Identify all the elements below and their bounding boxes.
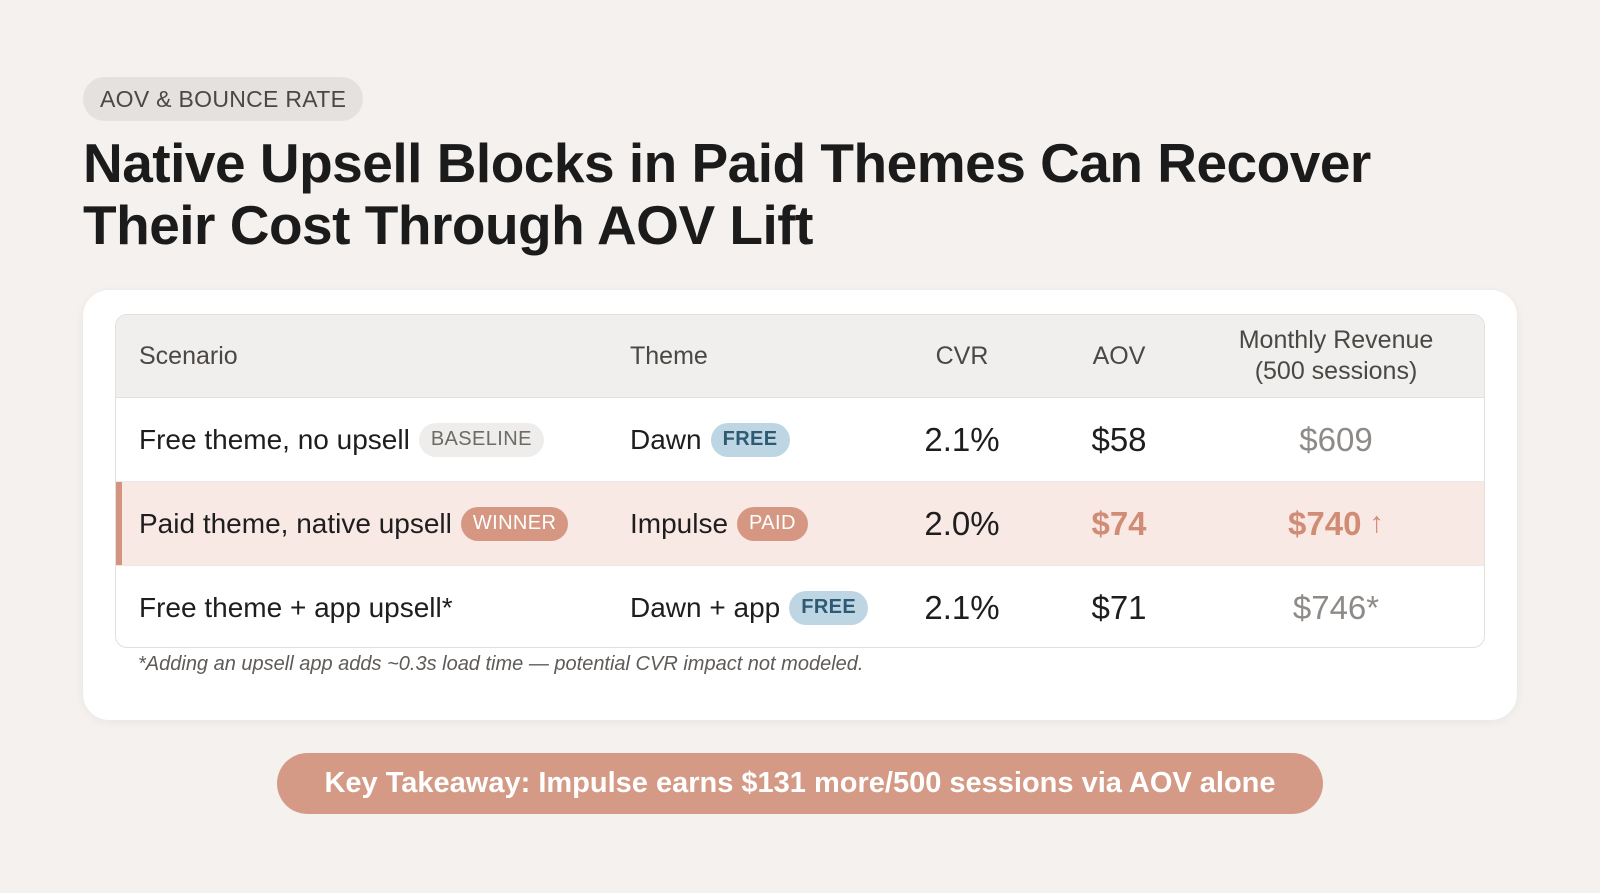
arrow-up-icon: ↑ [1369, 507, 1384, 539]
theme-cell: Dawn + app FREE [630, 566, 869, 647]
header-revenue: Monthly Revenue (500 sessions) [1239, 325, 1434, 387]
header-theme-cell: Theme [630, 315, 708, 397]
header-scenario-cell: Scenario [139, 315, 238, 397]
key-takeaway-banner: Key Takeaway: Impulse earns $131 more/50… [277, 753, 1323, 814]
scenario-label: Free theme, no upsell [139, 423, 410, 455]
theme-label: Dawn + app [630, 591, 781, 623]
aov-value: $58 [1091, 420, 1147, 458]
cvr-value: 2.1% [924, 588, 1000, 626]
aov-cell: $71 [1056, 566, 1182, 647]
cvr-value: 2.1% [924, 420, 1000, 458]
free-badge: FREE [789, 590, 869, 625]
aov-cell: $58 [1056, 398, 1182, 481]
scenario-cell: Paid theme, native upsell WINNER [139, 482, 569, 565]
row-highlight-bar [116, 482, 122, 565]
header-cvr-cell: CVR [896, 315, 1028, 397]
theme-label: Impulse [630, 507, 729, 539]
header-revenue-line2: (500 sessions) [1254, 357, 1418, 385]
theme-label: Dawn [630, 423, 702, 455]
header-revenue-line1: Monthly Revenue [1238, 326, 1434, 354]
table-row-app-upsell: Free theme + app upsell* Dawn + app FREE… [116, 566, 1484, 647]
comparison-card: Scenario Theme CVR AOV Monthly Revenue (… [83, 290, 1517, 720]
table-row-winner: Paid theme, native upsell WINNER Impulse… [116, 482, 1484, 566]
theme-cell: Impulse PAID [630, 482, 808, 565]
header-aov-cell: AOV [1056, 315, 1182, 397]
aov-value: $71 [1091, 588, 1147, 626]
cvr-value: 2.0% [924, 504, 1000, 542]
revenue-cell: $740 ↑ [1206, 482, 1466, 565]
page-title: Native Upsell Blocks in Paid Themes Can … [83, 132, 1371, 256]
scenario-cell: Free theme, no upsell BASELINE [139, 398, 544, 481]
aov-cell: $74 [1056, 482, 1182, 565]
revenue-value: $746* [1292, 588, 1380, 626]
header-aov: AOV [1092, 341, 1146, 370]
header-scenario: Scenario [139, 341, 238, 370]
section-tag: AOV & BOUNCE RATE [83, 77, 364, 121]
scenario-label: Paid theme, native upsell [139, 507, 452, 539]
footnote: *Adding an upsell app adds ~0.3s load ti… [138, 653, 864, 675]
revenue-value: $740 [1288, 504, 1362, 542]
cvr-cell: 2.1% [896, 398, 1028, 481]
comparison-table: Scenario Theme CVR AOV Monthly Revenue (… [115, 314, 1485, 648]
revenue-cell: $746* [1206, 566, 1466, 647]
free-badge: FREE [710, 422, 790, 457]
aov-value: $74 [1091, 504, 1147, 542]
cvr-cell: 2.1% [896, 566, 1028, 647]
revenue-value: $609 [1299, 420, 1373, 458]
table-row-baseline: Free theme, no upsell BASELINE Dawn FREE… [116, 398, 1484, 482]
header-revenue-cell: Monthly Revenue (500 sessions) [1206, 315, 1466, 397]
scenario-cell: Free theme + app upsell* [139, 566, 453, 647]
winner-badge: WINNER [460, 506, 569, 541]
theme-cell: Dawn FREE [630, 398, 790, 481]
revenue-cell: $609 [1206, 398, 1466, 481]
paid-badge: PAID [737, 506, 808, 541]
cvr-cell: 2.0% [896, 482, 1028, 565]
scenario-label: Free theme + app upsell* [139, 591, 453, 623]
table-header-row: Scenario Theme CVR AOV Monthly Revenue (… [116, 315, 1484, 398]
header-cvr: CVR [935, 341, 989, 370]
baseline-badge: BASELINE [418, 422, 544, 457]
header-theme: Theme [630, 341, 708, 370]
